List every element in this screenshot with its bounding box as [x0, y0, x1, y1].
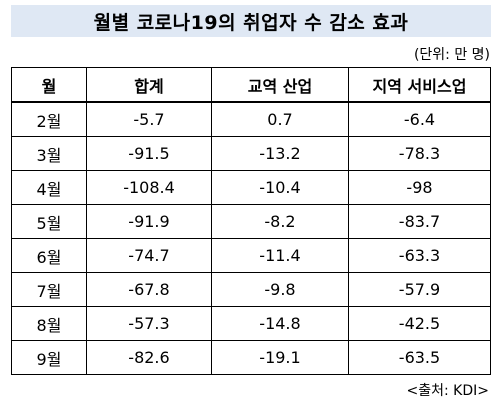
- cell-local-service: -6.4: [348, 101, 491, 137]
- cell-month: 3월: [11, 136, 87, 171]
- table-header-row: 월 합계 교역 산업 지역 서비스업: [11, 67, 491, 103]
- cell-local-service: -78.3: [348, 136, 491, 171]
- cell-total: -82.6: [86, 340, 212, 375]
- cell-trade-industry: -19.1: [211, 340, 349, 375]
- cell-local-service: -98: [348, 170, 491, 205]
- cell-total: -91.5: [86, 136, 212, 171]
- header-local-service: 지역 서비스업: [348, 67, 491, 103]
- cell-trade-industry: -14.8: [211, 306, 349, 341]
- table-row: 5월 -91.9 -8.2 -83.7: [11, 204, 491, 239]
- unit-note: (단위: 만 명): [413, 47, 490, 63]
- source-note: <출처: KDI>: [406, 383, 489, 399]
- header-month: 월: [11, 67, 87, 103]
- cell-local-service: -63.3: [348, 238, 491, 273]
- table-row: 7월 -67.8 -9.8 -57.9: [11, 272, 491, 307]
- table-row: 4월 -108.4 -10.4 -98: [11, 170, 491, 205]
- header-trade-industry: 교역 산업: [211, 67, 349, 103]
- cell-local-service: -83.7: [348, 204, 491, 239]
- cell-local-service: -57.9: [348, 272, 491, 307]
- cell-total: -57.3: [86, 306, 212, 341]
- cell-local-service: -63.5: [348, 340, 491, 375]
- cell-month: 5월: [11, 204, 87, 239]
- cell-trade-industry: -8.2: [211, 204, 349, 239]
- cell-total: -67.8: [86, 272, 212, 307]
- cell-trade-industry: -11.4: [211, 238, 349, 273]
- cell-month: 6월: [11, 238, 87, 273]
- employment-effect-table: 월 합계 교역 산업 지역 서비스업 2월 -5.7 0.7 -6.4 3월 -…: [11, 67, 491, 375]
- table-row: 9월 -82.6 -19.1 -63.5: [11, 340, 491, 375]
- cell-month: 4월: [11, 170, 87, 205]
- title-banner: 월별 코로나19의 취업자 수 감소 효과: [11, 5, 491, 37]
- cell-month: 7월: [11, 272, 87, 307]
- table-row: 2월 -5.7 0.7 -6.4: [11, 101, 491, 137]
- cell-total: -108.4: [86, 170, 212, 205]
- cell-total: -5.7: [86, 101, 212, 137]
- cell-month: 9월: [11, 340, 87, 375]
- cell-trade-industry: 0.7: [211, 101, 349, 137]
- cell-trade-industry: -13.2: [211, 136, 349, 171]
- cell-local-service: -42.5: [348, 306, 491, 341]
- cell-month: 2월: [11, 101, 87, 137]
- page-title: 월별 코로나19의 취업자 수 감소 효과: [93, 11, 409, 34]
- table-row: 3월 -91.5 -13.2 -78.3: [11, 136, 491, 171]
- header-total: 합계: [86, 67, 212, 103]
- cell-month: 8월: [11, 306, 87, 341]
- cell-total: -91.9: [86, 204, 212, 239]
- cell-total: -74.7: [86, 238, 212, 273]
- cell-trade-industry: -9.8: [211, 272, 349, 307]
- cell-trade-industry: -10.4: [211, 170, 349, 205]
- table-row: 8월 -57.3 -14.8 -42.5: [11, 306, 491, 341]
- table-row: 6월 -74.7 -11.4 -63.3: [11, 238, 491, 273]
